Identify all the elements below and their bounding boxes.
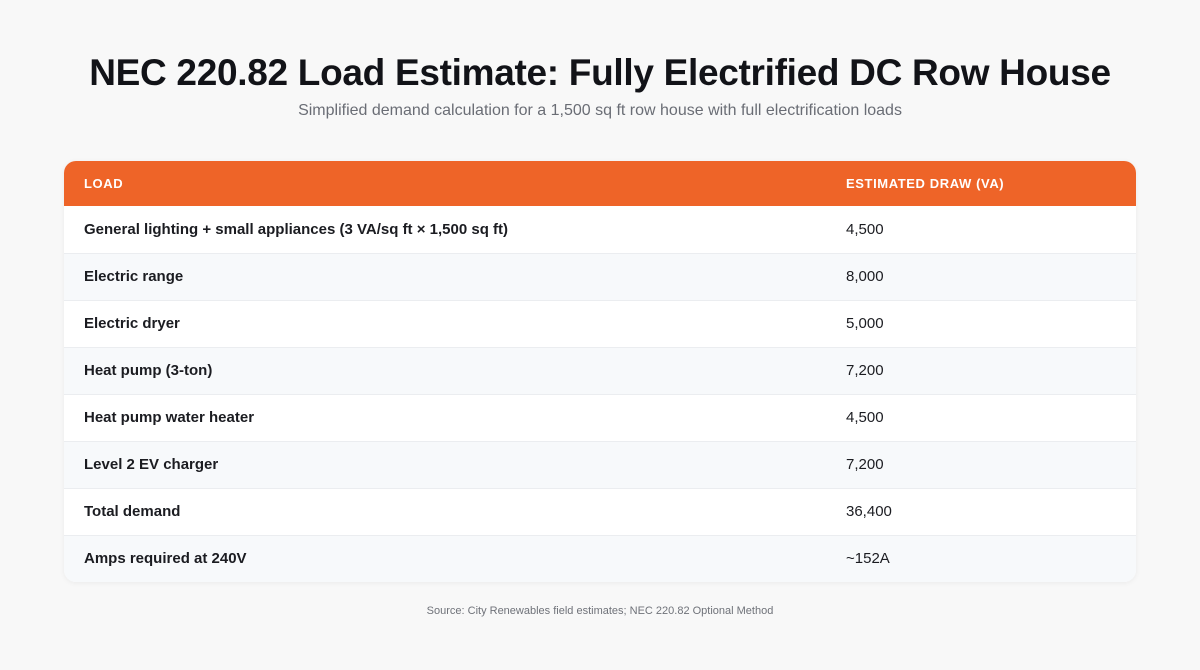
load-value: 4,500: [846, 220, 884, 238]
page-subtitle: Simplified demand calculation for a 1,50…: [298, 102, 902, 119]
load-value: 7,200: [846, 456, 884, 473]
table-row: Heat pump water heater 4,500: [64, 394, 1136, 441]
load-value: 5,000: [846, 315, 884, 332]
table-row: Electric dryer 5,000: [64, 300, 1136, 347]
load-value: ~152A: [846, 550, 890, 568]
load-name: Amps required at 240V: [84, 550, 247, 568]
load-name: Heat pump (3-ton): [84, 362, 213, 379]
load-table: LOAD ESTIMATED DRAW (VA) General lightin…: [64, 161, 1136, 582]
column-header-estimated-draw: ESTIMATED DRAW (VA): [846, 176, 1005, 191]
load-name: Electric dryer: [84, 315, 180, 332]
table-header-row: LOAD ESTIMATED DRAW (VA): [64, 161, 1136, 206]
load-value: 4,500: [846, 409, 884, 426]
source-note: Source: City Renewables field estimates;…: [426, 605, 774, 617]
table-row-total-demand: Total demand 36,400: [64, 488, 1136, 535]
load-name: Electric range: [84, 268, 184, 285]
load-name: Level 2 EV charger: [84, 456, 219, 473]
load-name: Total demand: [84, 503, 181, 520]
table-row: General lighting + small appliances (3 V…: [64, 206, 1136, 253]
load-value: 36,400: [846, 503, 892, 520]
table-row: Heat pump (3-ton) 7,200: [64, 347, 1136, 394]
load-table-card: LOAD ESTIMATED DRAW (VA) General lightin…: [64, 161, 1136, 582]
load-value: 7,200: [846, 362, 884, 379]
column-header-load: LOAD: [84, 176, 124, 191]
load-name: Heat pump water heater: [84, 409, 255, 426]
table-row: Level 2 EV charger 7,200: [64, 441, 1136, 488]
load-name: General lighting + small appliances (3 V…: [84, 220, 509, 238]
load-value: 8,000: [846, 268, 884, 285]
table-row: Electric range 8,000: [64, 253, 1136, 300]
table-row-amps-required: Amps required at 240V ~152A: [64, 535, 1136, 582]
page-title: NEC 220.82 Load Estimate: Fully Electrif…: [89, 52, 1111, 93]
